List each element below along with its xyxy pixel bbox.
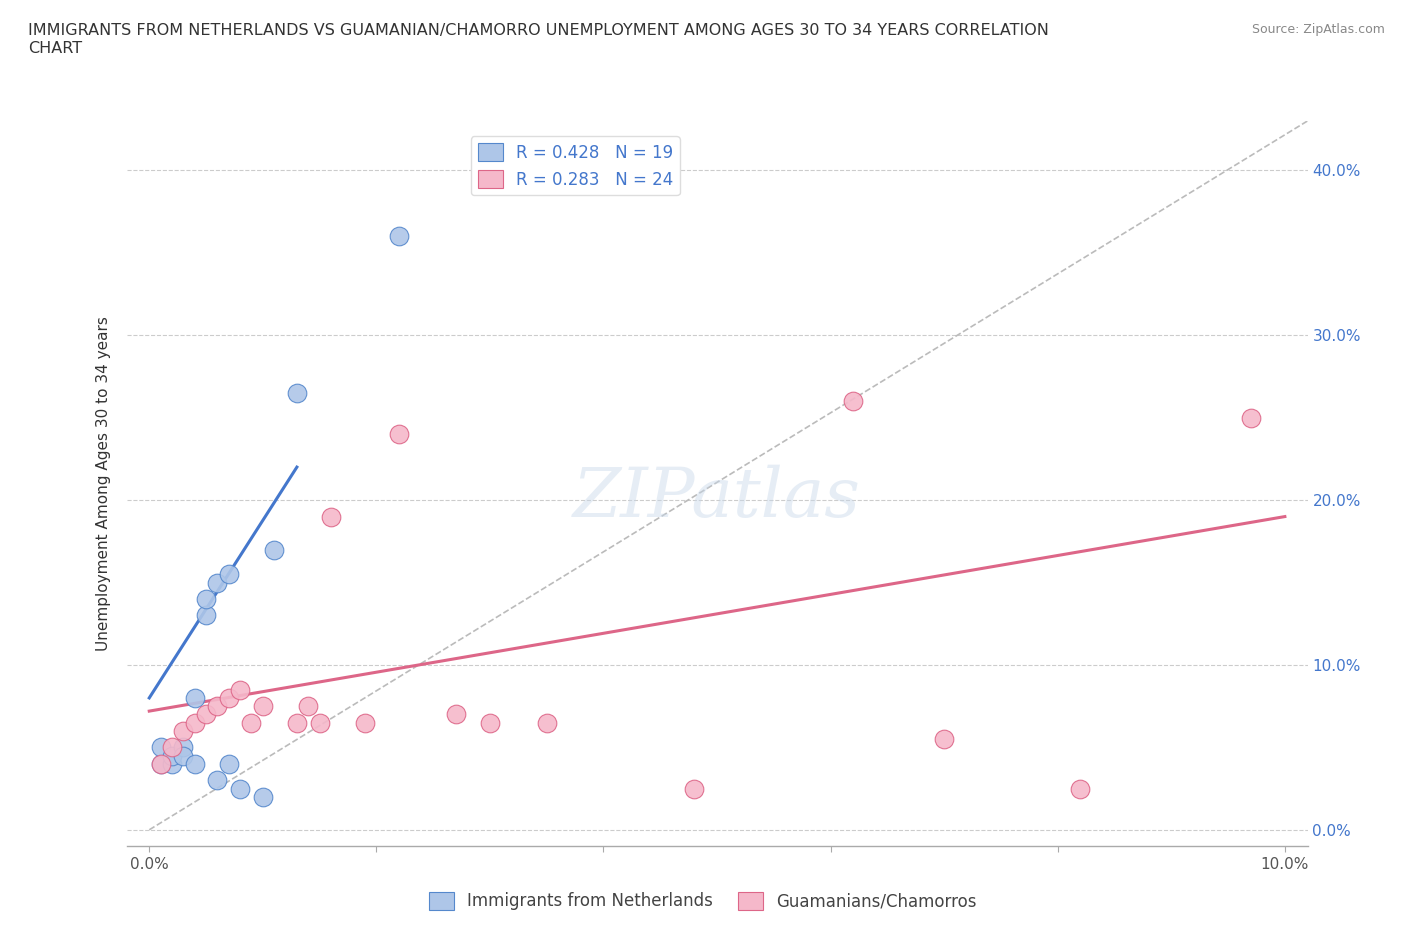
Point (297, 698, 319, 713)
Point (195, 608, 218, 623)
Point (183, 756, 205, 771)
Point (240, 715, 263, 730)
Point (229, 683, 252, 698)
Point (388, 427, 411, 442)
Point (149, 756, 172, 771)
Point (207, 698, 229, 713)
Point (218, 566, 240, 582)
Point (308, 715, 330, 730)
Point (478, 715, 501, 730)
Point (252, 698, 274, 713)
Text: IMMIGRANTS FROM NETHERLANDS VS GUAMANIAN/CHAMORRO UNEMPLOYMENT AMONG AGES 30 TO : IMMIGRANTS FROM NETHERLANDS VS GUAMANIAN… (28, 23, 1049, 56)
Point (319, 509, 342, 524)
Point (195, 591, 218, 606)
Point (842, 393, 865, 408)
Point (149, 740, 172, 755)
Point (1240, 410, 1263, 425)
Point (218, 690, 240, 705)
Legend: R = 0.428   N = 19, R = 0.283   N = 24: R = 0.428 N = 19, R = 0.283 N = 24 (471, 137, 679, 195)
Point (160, 748, 183, 763)
Text: Source: ZipAtlas.com: Source: ZipAtlas.com (1251, 23, 1385, 36)
Point (934, 732, 956, 747)
Point (285, 385, 308, 400)
Y-axis label: Unemployment Among Ages 30 to 34 years: Unemployment Among Ages 30 to 34 years (96, 316, 111, 651)
Point (183, 715, 205, 730)
Point (172, 748, 194, 763)
Point (354, 715, 377, 730)
Text: ZIPatlas: ZIPatlas (574, 465, 860, 532)
Point (263, 542, 285, 557)
Point (207, 773, 229, 788)
Point (1069, 781, 1091, 796)
Point (388, 229, 411, 244)
Point (536, 715, 558, 730)
Point (183, 690, 205, 705)
Point (195, 707, 218, 722)
Point (683, 781, 706, 796)
Point (252, 790, 274, 804)
Point (444, 707, 467, 722)
Point (149, 756, 172, 771)
Point (285, 715, 308, 730)
Point (207, 575, 229, 590)
Point (218, 756, 240, 771)
Point (172, 724, 194, 738)
Point (229, 781, 252, 796)
Point (160, 740, 183, 755)
Point (160, 756, 183, 771)
Legend: Immigrants from Netherlands, Guamanians/Chamorros: Immigrants from Netherlands, Guamanians/… (422, 885, 984, 917)
Point (172, 740, 194, 755)
